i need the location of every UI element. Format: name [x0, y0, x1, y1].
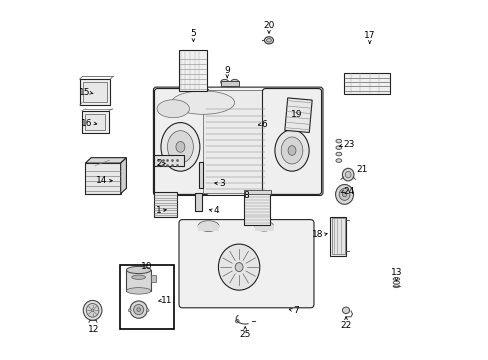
- Ellipse shape: [133, 305, 143, 315]
- Bar: [154, 155, 183, 166]
- Ellipse shape: [335, 146, 341, 149]
- Text: 8: 8: [243, 191, 248, 199]
- Text: 3: 3: [219, 179, 224, 188]
- Text: 20: 20: [263, 21, 274, 30]
- Ellipse shape: [235, 319, 239, 323]
- Ellipse shape: [157, 100, 189, 118]
- FancyBboxPatch shape: [80, 79, 110, 105]
- Ellipse shape: [342, 192, 346, 197]
- Bar: [244, 193, 270, 225]
- Ellipse shape: [335, 159, 341, 162]
- Ellipse shape: [342, 307, 349, 314]
- Text: 24: 24: [343, 187, 354, 196]
- Text: 6: 6: [261, 120, 267, 129]
- Bar: [198, 225, 219, 231]
- Bar: [179, 50, 206, 91]
- Bar: [244, 190, 270, 194]
- Ellipse shape: [167, 131, 193, 163]
- Ellipse shape: [83, 300, 102, 320]
- Text: 11: 11: [161, 296, 172, 305]
- FancyBboxPatch shape: [154, 89, 208, 194]
- Bar: [85, 114, 105, 130]
- Ellipse shape: [128, 309, 131, 312]
- Ellipse shape: [137, 308, 140, 311]
- Ellipse shape: [198, 221, 219, 231]
- Ellipse shape: [146, 309, 149, 312]
- FancyBboxPatch shape: [153, 87, 322, 195]
- Ellipse shape: [254, 221, 273, 231]
- Bar: [220, 81, 238, 86]
- FancyBboxPatch shape: [179, 220, 313, 308]
- Ellipse shape: [171, 91, 234, 114]
- Ellipse shape: [266, 39, 271, 42]
- Text: 22: 22: [340, 321, 351, 330]
- Bar: [194, 193, 202, 211]
- Ellipse shape: [126, 266, 151, 274]
- Bar: [126, 270, 151, 291]
- Bar: [85, 163, 121, 194]
- Ellipse shape: [176, 141, 184, 152]
- Ellipse shape: [235, 263, 243, 271]
- Polygon shape: [85, 158, 126, 163]
- Bar: [220, 81, 228, 86]
- Text: 15: 15: [79, 88, 90, 97]
- Text: 17: 17: [363, 31, 375, 40]
- Ellipse shape: [264, 37, 273, 44]
- Ellipse shape: [230, 79, 238, 85]
- Text: 23: 23: [343, 140, 354, 149]
- Polygon shape: [284, 98, 311, 132]
- Bar: [254, 225, 273, 231]
- Ellipse shape: [281, 137, 302, 164]
- Bar: [120, 265, 173, 329]
- Ellipse shape: [335, 139, 341, 143]
- Polygon shape: [121, 158, 126, 194]
- FancyBboxPatch shape: [203, 90, 268, 193]
- Text: 10: 10: [141, 262, 152, 271]
- Bar: [329, 217, 346, 256]
- Ellipse shape: [130, 301, 147, 318]
- Text: 2: 2: [156, 159, 162, 168]
- Ellipse shape: [161, 122, 200, 171]
- Text: 7: 7: [292, 306, 298, 315]
- Bar: [153, 192, 177, 217]
- Ellipse shape: [220, 79, 228, 85]
- Text: 25: 25: [239, 330, 250, 339]
- Ellipse shape: [342, 168, 353, 181]
- Text: 4: 4: [213, 206, 219, 215]
- Ellipse shape: [91, 309, 94, 312]
- Text: 9: 9: [224, 66, 230, 75]
- Bar: [83, 82, 106, 102]
- Text: 16: 16: [81, 118, 92, 127]
- Bar: [343, 73, 389, 94]
- Text: 19: 19: [290, 110, 302, 119]
- Ellipse shape: [86, 303, 99, 317]
- Text: 21: 21: [356, 165, 367, 174]
- Bar: [199, 162, 203, 188]
- Bar: [81, 111, 108, 133]
- Bar: [230, 81, 238, 86]
- Ellipse shape: [132, 275, 145, 279]
- Ellipse shape: [287, 145, 295, 156]
- Ellipse shape: [126, 288, 151, 294]
- Text: 1: 1: [156, 206, 162, 215]
- Ellipse shape: [339, 189, 349, 200]
- Ellipse shape: [218, 244, 259, 290]
- Text: 13: 13: [390, 268, 401, 277]
- FancyBboxPatch shape: [262, 89, 321, 194]
- Ellipse shape: [335, 184, 353, 204]
- Ellipse shape: [335, 152, 341, 156]
- Text: 14: 14: [96, 176, 107, 185]
- Ellipse shape: [274, 130, 308, 171]
- Ellipse shape: [345, 171, 350, 178]
- Bar: [331, 218, 344, 254]
- Text: 18: 18: [311, 230, 322, 239]
- Text: 5: 5: [190, 29, 196, 38]
- Text: 12: 12: [88, 325, 100, 334]
- Bar: [151, 275, 156, 282]
